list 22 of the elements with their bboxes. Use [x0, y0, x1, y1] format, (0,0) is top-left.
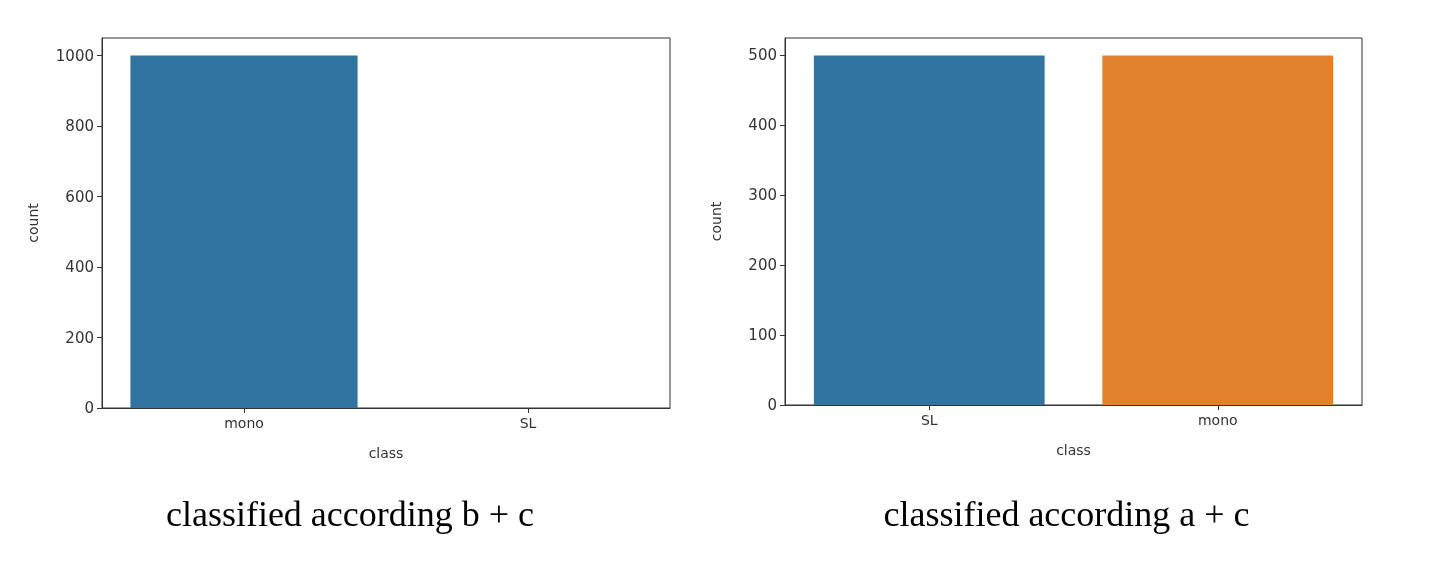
y-tick-label: 1000: [55, 46, 94, 65]
y-axis-title: count: [25, 202, 41, 243]
y-tick-label: 800: [65, 117, 94, 136]
y-tick-label: 200: [65, 328, 94, 347]
y-tick-label: 200: [748, 256, 777, 275]
y-tick-label: 400: [748, 116, 777, 135]
y-tick-label: 400: [65, 258, 94, 277]
x-tick-label: mono: [1197, 412, 1238, 428]
y-axis-title: count: [708, 201, 724, 242]
x-tick-label: SL: [920, 412, 938, 428]
x-axis-title: class: [1056, 442, 1091, 458]
text: classified according b + c: [165, 494, 535, 534]
x-tick-label: SL: [519, 415, 537, 431]
y-tick-label: 600: [65, 187, 94, 206]
x-tick-label: mono: [224, 415, 264, 431]
y-tick-label: 500: [748, 46, 777, 65]
x-axis-title: class: [368, 445, 404, 461]
y-tick-label: 300: [748, 186, 777, 205]
y-tick-label: 0: [84, 399, 94, 417]
y-tick-label: 100: [748, 326, 777, 345]
y-tick-label: 0: [767, 396, 777, 414]
text: classified according a + c: [883, 494, 1250, 534]
